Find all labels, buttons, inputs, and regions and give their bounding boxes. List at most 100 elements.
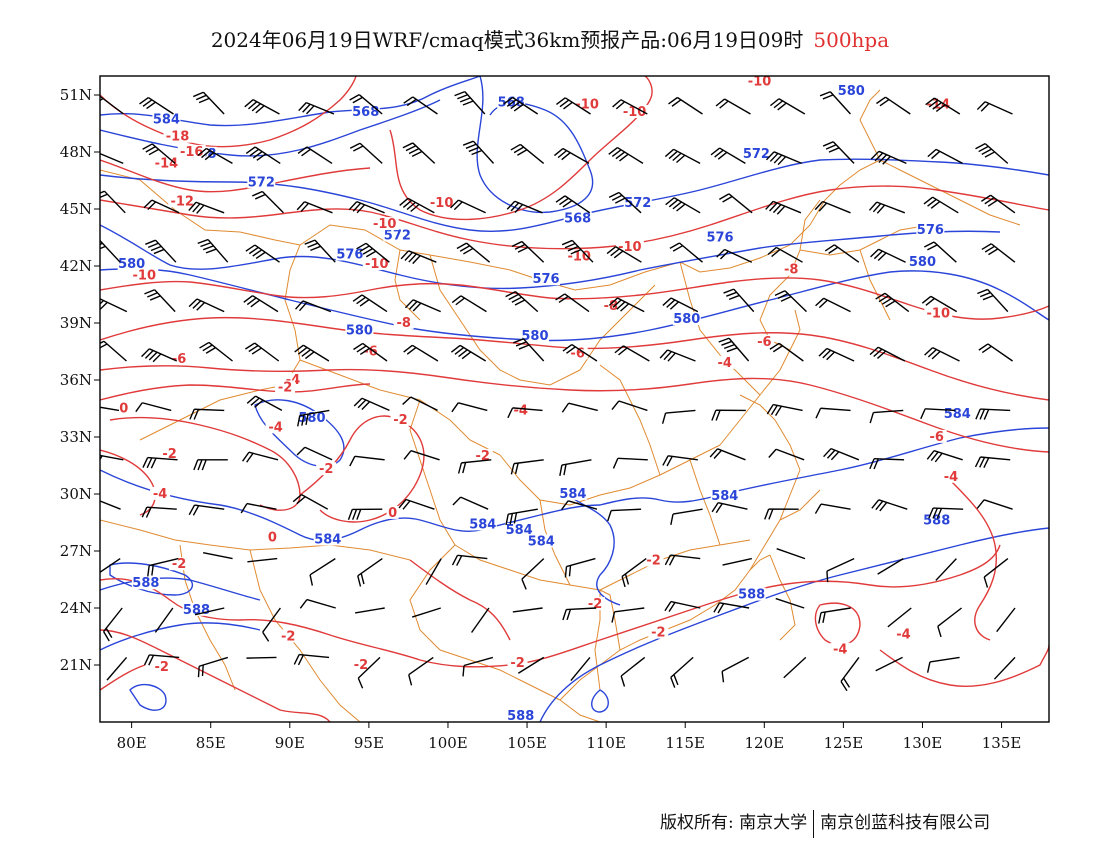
wind-barb: [614, 345, 650, 362]
wind-barb: [462, 140, 495, 164]
wind-barb-shaft: [724, 248, 753, 263]
wind-barb-flag: [151, 564, 154, 576]
wind-barb-flag: [927, 148, 937, 158]
wind-barb: [819, 91, 851, 115]
wind-barb-shaft: [252, 99, 280, 115]
wind-barb-shaft: [929, 656, 960, 663]
wind-barb: [517, 656, 545, 674]
wind-barb-flag: [398, 499, 407, 509]
wind-barb-flag: [403, 450, 412, 460]
wind-barb-flag: [713, 449, 722, 459]
wind-barb-flag: [924, 347, 934, 356]
wind-barb-flag: [400, 250, 410, 260]
wind-barb-flag: [928, 507, 934, 519]
wind-barb-shaft: [459, 344, 487, 362]
wind-barb-flag: [255, 105, 265, 114]
wind-barb-flag: [145, 146, 156, 153]
wind-barb-flag: [251, 347, 262, 355]
wind-barb-flag: [561, 239, 573, 246]
title-text: 2024年06月19日WRF/cmaq模式36km预报产品:06月19日09时: [210, 28, 804, 52]
wind-barb: [451, 554, 488, 566]
wind-barb: [293, 653, 330, 666]
wind-barb-flag: [89, 240, 99, 244]
temp-contour-label: -14: [155, 156, 179, 171]
wind-barb-flag: [201, 459, 207, 471]
wind-barb-shaft: [990, 243, 1016, 263]
temp-contour-label-bg: [714, 355, 735, 369]
wind-barb-shaft: [990, 194, 1016, 214]
wind-barb: [295, 300, 332, 313]
wind-barb-flag: [507, 407, 514, 419]
wind-barb: [875, 656, 903, 672]
temperature-contours: [100, 76, 1049, 722]
wind-barb-shaft: [355, 607, 385, 614]
wind-barb-flag: [721, 340, 733, 346]
wind-barb-flag: [245, 342, 256, 350]
wind-barb-shaft: [933, 507, 964, 510]
wind-barb-flag: [932, 507, 938, 519]
wind-barb-shaft: [717, 448, 746, 461]
lon-label: 115E: [665, 734, 705, 752]
wind-barb-flag: [566, 609, 572, 621]
wind-barb: [348, 200, 385, 214]
lon-label: 125E: [824, 734, 864, 752]
wind-barb-flag: [666, 455, 673, 467]
wind-barb: [506, 200, 543, 214]
wind-barb-shaft: [305, 101, 335, 115]
wind-barb-flag: [188, 504, 196, 516]
wind-barb-flag: [451, 554, 459, 566]
wind-barb-shaft: [993, 656, 1016, 680]
wind-barb-flag: [780, 295, 792, 302]
wind-barb-flag: [294, 344, 304, 353]
temp-contour-label-bg: [393, 315, 414, 329]
wind-barb: [559, 459, 592, 476]
wind-barb-flag: [357, 677, 364, 689]
wind-barb-shaft: [562, 147, 590, 165]
height-contour-label-bg: [837, 84, 866, 98]
wind-barb-shaft: [466, 242, 491, 263]
wind-barb-shaft: [621, 558, 647, 577]
wind-barb-flag: [100, 193, 108, 199]
wind-barb: [774, 290, 807, 313]
wind-barb-flag: [297, 415, 301, 427]
lat-label: 21N: [60, 656, 92, 674]
temp-contour-label-bg: [350, 657, 371, 671]
wind-barb-flag: [356, 204, 366, 214]
lon-label: 95E: [354, 734, 384, 752]
wind-barb-shaft: [934, 97, 961, 115]
wind-barb-flag: [201, 150, 211, 159]
wind-barb-shaft: [935, 558, 957, 581]
wind-barb: [292, 493, 329, 510]
wind-barb-shaft: [875, 656, 903, 672]
wind-barb-shaft: [458, 402, 488, 412]
temp-contour-label: -2: [393, 413, 407, 428]
wind-barb: [978, 343, 1013, 362]
latitude-axis: 51N 48N 45N 42N 39N 36N 33N 30N 27N 24N 21N: [60, 86, 100, 674]
wind-barb: [352, 294, 388, 313]
wind-barb-flag: [935, 104, 946, 112]
wind-barb-flag: [192, 300, 202, 309]
wind-barb-flag: [410, 203, 420, 213]
wind-barb: [767, 246, 803, 263]
wind-barb-flag: [198, 97, 210, 104]
height-contour-label: 584: [559, 487, 586, 502]
lat-label: 51N: [60, 86, 92, 104]
wind-barb-shaft: [733, 288, 755, 313]
wind-barb-shaft: [195, 201, 225, 214]
wind-barb: [975, 143, 1009, 164]
wind-barb: [197, 147, 233, 165]
wind-barb-shaft: [100, 454, 124, 461]
wind-barb-shaft: [460, 496, 489, 510]
wind-barb-shaft: [196, 298, 225, 313]
wind-barb-flag: [871, 499, 880, 509]
wind-barb: [612, 99, 648, 115]
wind-barb-flag: [152, 353, 162, 363]
wind-barb-flag: [252, 249, 263, 257]
wind-barb-flag: [245, 146, 256, 155]
wind-barb: [408, 656, 434, 686]
wind-barb-flag: [930, 201, 941, 209]
wind-barb-flag: [514, 204, 524, 213]
wind-barb: [451, 295, 487, 313]
wind-barb: [100, 454, 124, 461]
wind-barb-flag: [814, 503, 822, 514]
